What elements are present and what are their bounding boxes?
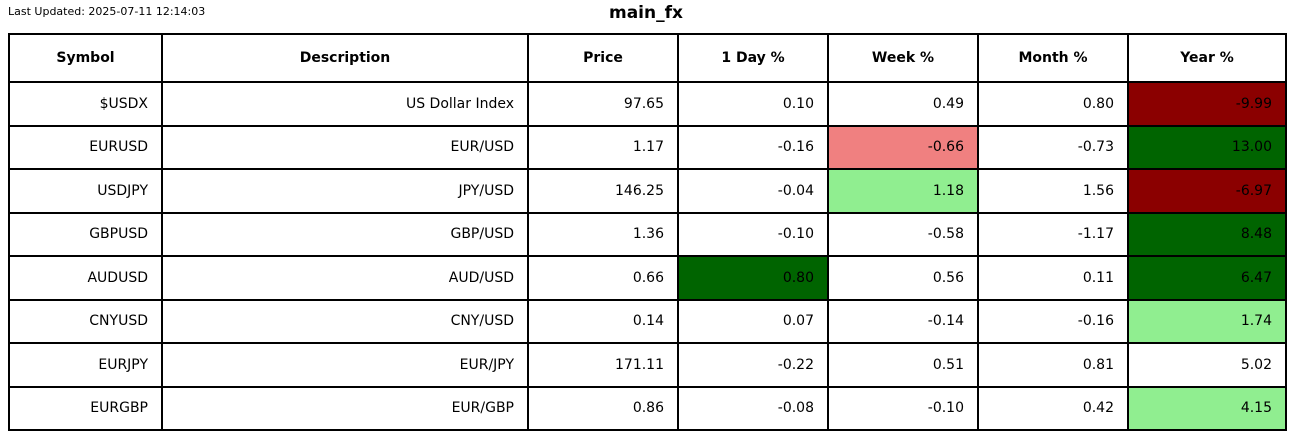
cell-week: 0.49	[827, 81, 979, 127]
cell-symbol: EURUSD	[8, 124, 163, 170]
column-header-month: Month %	[977, 33, 1129, 83]
cell-year: 1.74	[1127, 298, 1287, 344]
cell-symbol: CNYUSD	[8, 298, 163, 344]
cell-description: CNY/USD	[161, 298, 529, 344]
cell-year: -6.97	[1127, 168, 1287, 214]
cell-symbol: $USDX	[8, 81, 163, 127]
column-header-day: 1 Day %	[677, 33, 829, 83]
cell-month: 0.42	[977, 385, 1129, 431]
table-row: EURJPY EUR/JPY 171.11 -0.22 0.51 0.81 5.02	[8, 342, 1287, 388]
cell-week: 1.18	[827, 168, 979, 214]
cell-month: -0.16	[977, 298, 1129, 344]
cell-day: -0.16	[677, 124, 829, 170]
last-updated-label: Last Updated: 2025-07-11 12:14:03	[8, 5, 206, 18]
table-body: $USDX US Dollar Index 97.65 0.10 0.49 0.80 -9.…	[8, 81, 1287, 431]
cell-price: 146.25	[527, 168, 679, 214]
cell-week: -0.10	[827, 385, 979, 431]
table-row: GBPUSD GBP/USD 1.36 -0.10 -0.58 -1.17 8.48	[8, 211, 1287, 257]
cell-year: 13.00	[1127, 124, 1287, 170]
cell-description: EUR/GBP	[161, 385, 529, 431]
cell-symbol: EURJPY	[8, 342, 163, 388]
column-header-symbol: Symbol	[8, 33, 163, 83]
cell-month: -1.17	[977, 211, 1129, 257]
cell-symbol: GBPUSD	[8, 211, 163, 257]
cell-year: 8.48	[1127, 211, 1287, 257]
cell-year: 4.15	[1127, 385, 1287, 431]
cell-day: -0.22	[677, 342, 829, 388]
cell-day: 0.80	[677, 255, 829, 301]
cell-symbol: EURGBP	[8, 385, 163, 431]
cell-month: -0.73	[977, 124, 1129, 170]
column-header-week: Week %	[827, 33, 979, 83]
table-row: EURUSD EUR/USD 1.17 -0.16 -0.66 -0.73 13.00	[8, 124, 1287, 170]
cell-day: -0.08	[677, 385, 829, 431]
cell-month: 0.81	[977, 342, 1129, 388]
cell-year: 6.47	[1127, 255, 1287, 301]
cell-price: 0.66	[527, 255, 679, 301]
cell-week: -0.58	[827, 211, 979, 257]
cell-day: -0.04	[677, 168, 829, 214]
cell-week: 0.51	[827, 342, 979, 388]
cell-year: -9.99	[1127, 81, 1287, 127]
cell-description: JPY/USD	[161, 168, 529, 214]
table-row: USDJPY JPY/USD 146.25 -0.04 1.18 1.56 -6.97	[8, 168, 1287, 214]
cell-day: 0.10	[677, 81, 829, 127]
cell-month: 0.80	[977, 81, 1129, 127]
cell-price: 0.14	[527, 298, 679, 344]
cell-price: 1.36	[527, 211, 679, 257]
page-title: main_fx	[609, 3, 683, 23]
cell-month: 1.56	[977, 168, 1129, 214]
cell-week: -0.14	[827, 298, 979, 344]
cell-year: 5.02	[1127, 342, 1287, 388]
cell-description: GBP/USD	[161, 211, 529, 257]
cell-price: 0.86	[527, 385, 679, 431]
cell-description: AUD/USD	[161, 255, 529, 301]
table-row: CNYUSD CNY/USD 0.14 0.07 -0.14 -0.16 1.74	[8, 298, 1287, 344]
cell-price: 171.11	[527, 342, 679, 388]
cell-description: EUR/USD	[161, 124, 529, 170]
fx-table: Symbol Description Price 1 Day % Week % …	[8, 33, 1287, 431]
table-row: AUDUSD AUD/USD 0.66 0.80 0.56 0.11 6.47	[8, 255, 1287, 301]
cell-price: 97.65	[527, 81, 679, 127]
column-header-year: Year %	[1127, 33, 1287, 83]
table-row: $USDX US Dollar Index 97.65 0.10 0.49 0.80 -9.…	[8, 81, 1287, 127]
cell-symbol: USDJPY	[8, 168, 163, 214]
cell-week: 0.56	[827, 255, 979, 301]
cell-price: 1.17	[527, 124, 679, 170]
cell-month: 0.11	[977, 255, 1129, 301]
cell-week: -0.66	[827, 124, 979, 170]
column-header-description: Description	[161, 33, 529, 83]
cell-symbol: AUDUSD	[8, 255, 163, 301]
cell-day: -0.10	[677, 211, 829, 257]
cell-description: EUR/JPY	[161, 342, 529, 388]
cell-description: US Dollar Index	[161, 81, 529, 127]
column-header-price: Price	[527, 33, 679, 83]
cell-day: 0.07	[677, 298, 829, 344]
table-header-row: Symbol Description Price 1 Day % Week % …	[8, 33, 1287, 83]
table-row: EURGBP EUR/GBP 0.86 -0.08 -0.10 0.42 4.15	[8, 385, 1287, 431]
